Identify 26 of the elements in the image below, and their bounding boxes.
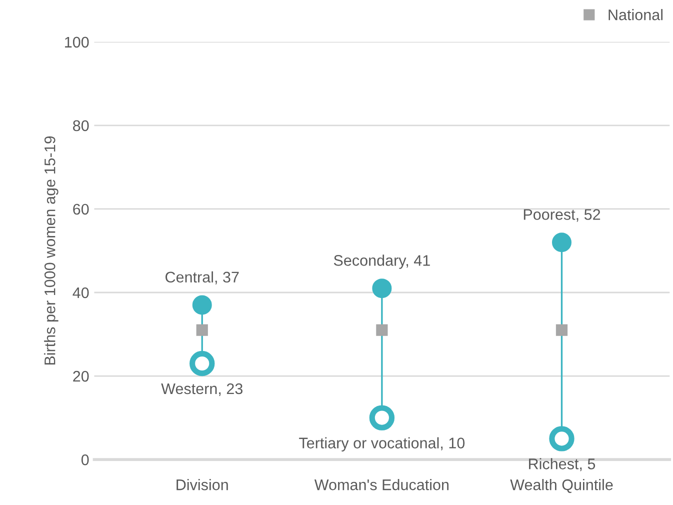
- point: [190, 350, 215, 376]
- point: [552, 232, 572, 252]
- x-tick-label: Division: [176, 478, 228, 490]
- point: [376, 324, 388, 336]
- annotation: Poorest, 52: [524, 209, 600, 222]
- point: [549, 426, 574, 452]
- y-tick-label: 80: [73, 120, 89, 132]
- annotation: Richest, 5: [529, 458, 596, 472]
- y-axis-title: Births per 1000 women age 15-19: [44, 136, 58, 365]
- point: [369, 405, 395, 430]
- point: [556, 324, 568, 336]
- y-tick-label: 100: [65, 36, 89, 48]
- annotation: Western, 23: [161, 383, 242, 396]
- x-tick-label: Woman's Education: [314, 478, 448, 490]
- y-tick-label: 20: [73, 370, 89, 382]
- x-tick-label: Wealth Quintile: [510, 478, 613, 493]
- y-tick-label: 0: [81, 454, 89, 466]
- point: [372, 278, 392, 298]
- annotation: Central, 37: [166, 271, 239, 284]
- y-tick-label: 60: [73, 204, 89, 215]
- legend-label: National: [608, 9, 663, 20]
- point: [192, 295, 212, 315]
- y-tick-label: 40: [72, 287, 89, 298]
- annotation: Tertiary or vocational, 10: [299, 437, 465, 452]
- point: [196, 324, 208, 336]
- annotation: Secondary, 41: [334, 254, 430, 269]
